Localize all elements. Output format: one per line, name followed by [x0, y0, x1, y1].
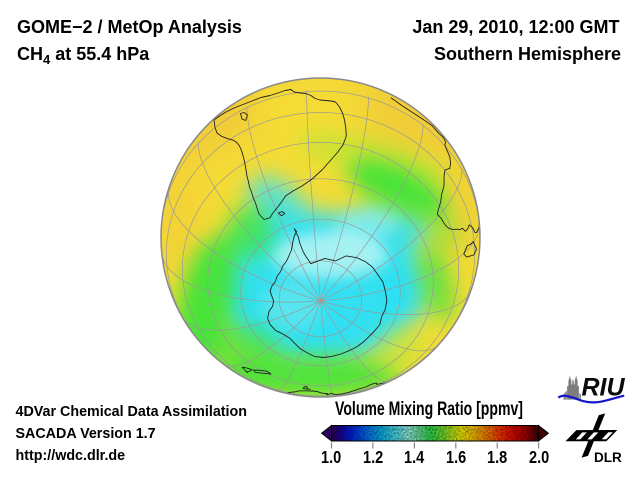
svg-text:RIU: RIU — [582, 374, 626, 402]
svg-text:DLR: DLR — [594, 450, 622, 465]
